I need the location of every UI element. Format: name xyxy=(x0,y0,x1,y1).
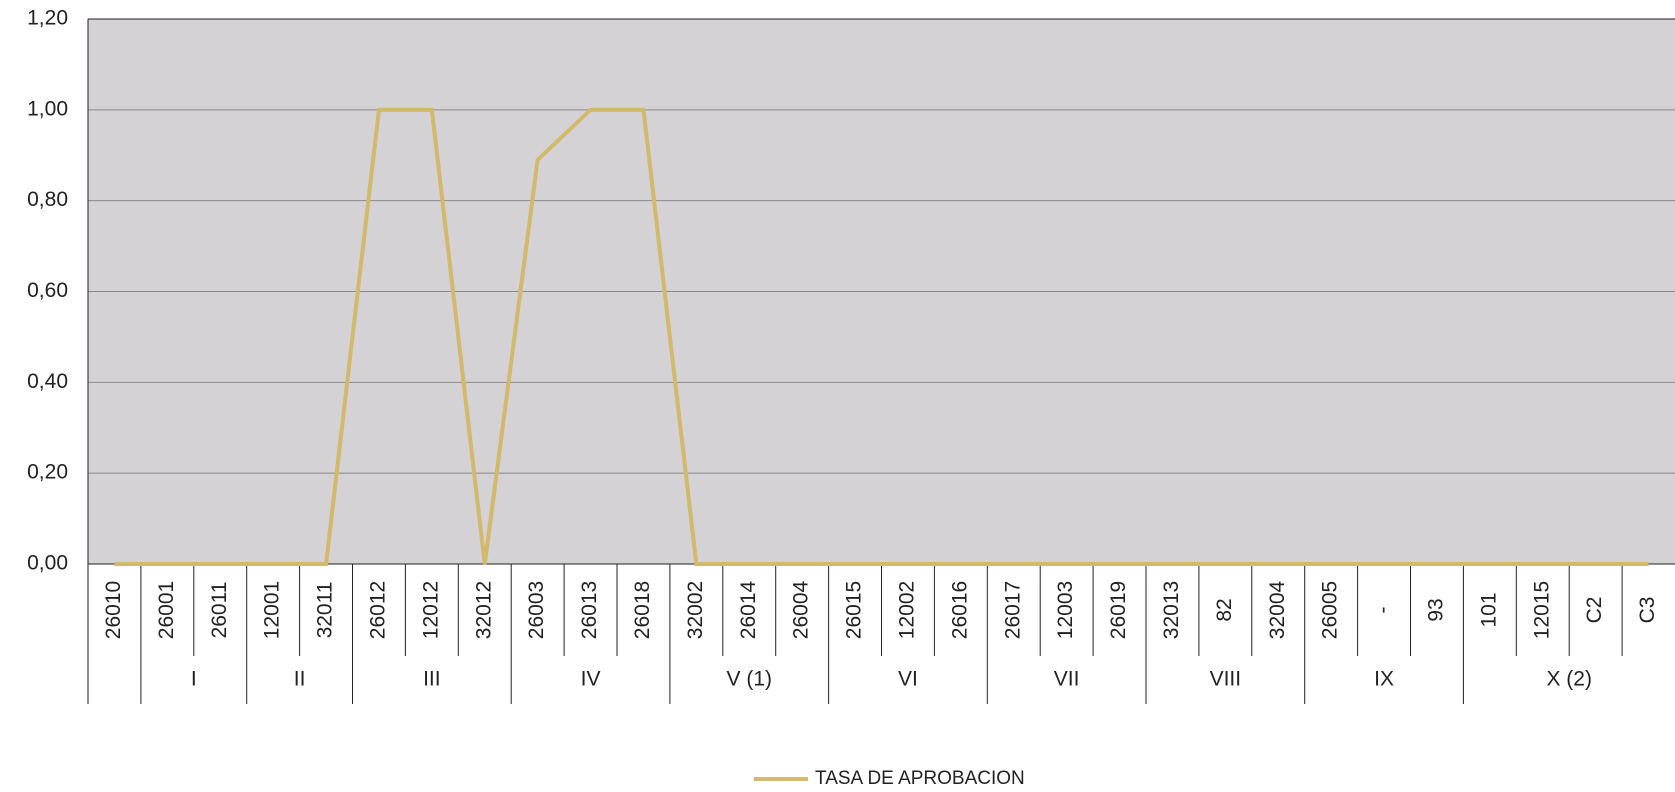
x-tick-label: 26003 xyxy=(525,581,548,639)
group-label: III xyxy=(423,668,441,691)
x-tick-label: 26005 xyxy=(1319,581,1342,639)
group-label: V (1) xyxy=(726,668,772,691)
x-tick-label: 26015 xyxy=(843,581,866,639)
x-tick-label: 26004 xyxy=(790,580,813,639)
x-tick-label: 32004 xyxy=(1266,580,1289,639)
legend-label: TASA DE APROBACION xyxy=(815,768,1025,789)
x-tick-label: 26001 xyxy=(155,581,178,639)
x-tick-label: 12012 xyxy=(419,581,442,639)
x-tick-label: 26010 xyxy=(102,581,125,639)
y-tick-label: 0,80 xyxy=(27,188,68,211)
x-tick-label: 32002 xyxy=(684,581,707,639)
data-line xyxy=(114,107,1649,566)
y-tick-label: 0,60 xyxy=(27,279,68,302)
x-tick-label: 26011 xyxy=(208,582,231,639)
x-tick-label: C3 xyxy=(1636,597,1659,624)
x-tick-label: 12015 xyxy=(1530,581,1553,639)
group-label: VI xyxy=(898,668,918,691)
x-tick-label: 32012 xyxy=(472,581,495,639)
x-tick-label: 93 xyxy=(1424,598,1447,621)
y-tick-label: 0,20 xyxy=(27,461,68,484)
x-tick-label: 26019 xyxy=(1107,581,1130,639)
group-label: II xyxy=(294,668,306,691)
x-tick-label: 12001 xyxy=(261,581,284,639)
x-tick-label: - xyxy=(1372,607,1395,614)
x-tick-label: 12002 xyxy=(895,581,918,639)
x-tick-label: 26017 xyxy=(1001,581,1024,639)
group-label: IX xyxy=(1374,668,1394,691)
x-tick-label: 32013 xyxy=(1160,581,1183,639)
y-tick-label: 0,40 xyxy=(27,370,68,393)
y-tick-label: 1,20 xyxy=(27,7,68,30)
x-tick-label: 26018 xyxy=(631,581,654,639)
group-label: X (2) xyxy=(1546,668,1592,691)
x-tick-label: 101 xyxy=(1477,592,1500,627)
group-label: IV xyxy=(581,668,601,691)
x-tick-label: 26016 xyxy=(948,581,971,639)
y-tick-label: 0,00 xyxy=(27,552,68,575)
y-tick-label: 1,00 xyxy=(27,97,68,120)
group-label: I xyxy=(191,668,197,691)
x-tick-label: 32011 xyxy=(314,582,337,639)
x-tick-label: 26013 xyxy=(578,581,601,639)
x-tick-label: 26012 xyxy=(366,581,389,639)
group-label: VIII xyxy=(1210,668,1242,691)
x-tick-label: 12003 xyxy=(1054,581,1077,639)
x-tick-label: C2 xyxy=(1583,597,1606,624)
x-tick-label: 26014 xyxy=(737,580,760,639)
group-label: VII xyxy=(1054,668,1080,691)
x-tick-label: 82 xyxy=(1213,598,1236,621)
